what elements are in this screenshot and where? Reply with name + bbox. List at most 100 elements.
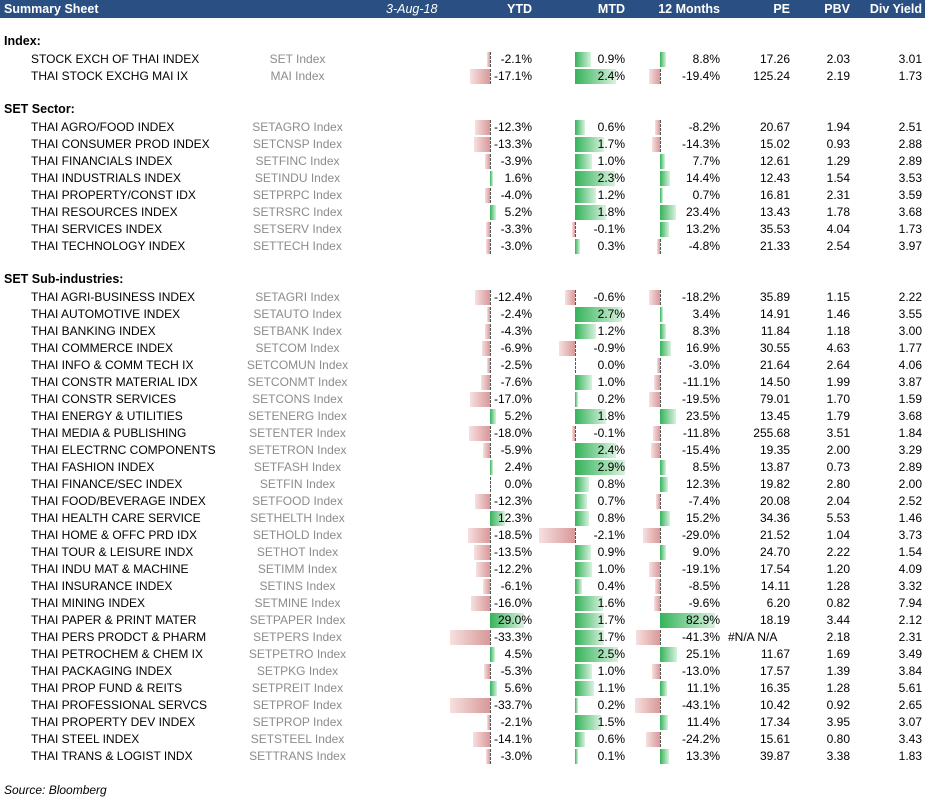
index-name: THAI CONSTR SERVICES	[31, 392, 177, 406]
m12-bar	[660, 409, 676, 424]
table-row: THAI COMMERCE INDEX SETCOM Index -6.9% -0.9…	[0, 340, 925, 357]
pbv-value: 2.19	[826, 69, 850, 83]
ytd-axis-line	[490, 698, 491, 713]
m12-bar	[654, 596, 660, 611]
div-yield-value: 2.51	[898, 120, 922, 134]
index-ticker: SETENERG Index	[248, 409, 347, 423]
table-row: THAI PROPERTY DEV INDEX SETPROP Index -2.1…	[0, 714, 925, 731]
table-row: THAI HOME & OFFC PRD IDX SETHOLD Index -18…	[0, 527, 925, 544]
index-ticker: SETFASH Index	[253, 460, 342, 474]
mtd-value: 0.9%	[597, 52, 625, 66]
mtd-value: 1.2%	[597, 324, 625, 338]
pbv-value: 1.18	[826, 324, 850, 338]
m12-value: 8.8%	[692, 52, 720, 66]
mtd-bar	[575, 171, 615, 186]
m12-value: -15.4%	[681, 443, 720, 457]
mtd-value: 1.7%	[597, 137, 625, 151]
div-yield-value: 4.09	[898, 562, 922, 576]
pbv-value: 1.20	[826, 562, 850, 576]
pbv-value: 5.53	[826, 511, 850, 525]
div-yield-value: 3.29	[898, 443, 922, 457]
m12-value: 15.2%	[685, 511, 720, 525]
mtd-axis-line	[575, 290, 576, 305]
ytd-bar	[480, 375, 490, 390]
ytd-bar	[475, 562, 490, 577]
mtd-axis-line	[575, 426, 576, 441]
ytd-value: -3.3%	[500, 222, 532, 236]
pe-value: 11.67	[760, 647, 790, 661]
pe-value: 21.52	[759, 528, 790, 542]
div-yield-value: 3.84	[898, 664, 922, 678]
ytd-value: -6.1%	[500, 579, 532, 593]
pe-value: 6.20	[766, 596, 790, 610]
m12-bar	[645, 732, 660, 747]
mtd-bar	[575, 239, 581, 254]
ytd-value: -17.0%	[493, 392, 532, 406]
mtd-bar	[564, 290, 575, 305]
mtd-value: 2.9%	[597, 460, 625, 474]
ytd-bar	[490, 409, 497, 424]
index-name: STOCK EXCH OF THAI INDEX	[31, 52, 200, 66]
index-name: THAI PROP FUND & REITS	[31, 681, 183, 695]
table-row: THAI TOUR & LEISURE INDX SETHOT Index -13.…	[0, 544, 925, 561]
ytd-bar	[473, 732, 490, 747]
ytd-value: -2.1%	[500, 715, 532, 729]
ytd-value: -14.1%	[493, 732, 532, 746]
table-row: THAI STOCK EXCHG MAI IX MAI Index -17.1% 2.…	[0, 68, 925, 85]
table-row: THAI PROP FUND & REITS SETPREIT Index 5.6%…	[0, 680, 925, 697]
div-yield-value: 3.59	[898, 188, 922, 202]
pbv-value: 1.70	[826, 392, 850, 406]
m12-value: -19.5%	[681, 392, 720, 406]
mtd-bar	[538, 528, 575, 543]
ytd-bar	[490, 460, 493, 475]
ytd-value: -18.5%	[493, 528, 532, 542]
m12-bar	[660, 460, 666, 475]
m12-value: 23.5%	[685, 409, 720, 423]
pbv-value: 2.00	[826, 443, 850, 457]
m12-bar	[635, 698, 660, 713]
m12-bar	[660, 749, 669, 764]
mtd-bar	[575, 630, 605, 645]
ytd-bar	[483, 664, 490, 679]
ytd-bar	[490, 205, 497, 220]
pe-value: 13.43	[759, 205, 790, 219]
mtd-value: 0.6%	[597, 732, 625, 746]
table-row: THAI TECHNOLOGY INDEX SETTECH Index -3.0% 0…	[0, 238, 925, 255]
ytd-value: -5.3%	[500, 664, 532, 678]
mtd-value: 1.2%	[597, 188, 625, 202]
index-ticker: SETHELTH Index	[250, 511, 345, 525]
ytd-value: 5.2%	[504, 409, 532, 423]
table-row: THAI RESOURCES INDEX SETRSRC Index 5.2% 1.8…	[0, 204, 925, 221]
m12-value: -19.1%	[681, 562, 720, 576]
mtd-value: 1.1%	[597, 681, 625, 695]
m12-value: -9.6%	[688, 596, 720, 610]
ytd-value: -12.2%	[493, 562, 532, 576]
mtd-value: 0.2%	[597, 392, 625, 406]
ytd-bar	[487, 52, 490, 67]
ytd-value: -4.3%	[500, 324, 532, 338]
mtd-value: 2.4%	[597, 443, 625, 457]
div-yield-value: 2.00	[898, 477, 922, 491]
pe-value: 17.57	[759, 664, 790, 678]
pbv-value: 4.63	[826, 341, 850, 355]
div-yield-value: 3.73	[898, 528, 922, 542]
pbv-value: 3.38	[826, 749, 850, 763]
div-yield-value: 1.73	[898, 222, 922, 236]
table-row: THAI PACKAGING INDEX SETPKG Index -5.3% 1.0…	[0, 663, 925, 680]
mtd-value: 0.8%	[597, 511, 625, 525]
m12-value: 82.9%	[685, 613, 720, 627]
ytd-axis-line	[490, 358, 491, 373]
table-row: THAI ENERGY & UTILITIES SETENERG Index 5.2…	[0, 408, 925, 425]
index-name: THAI MINING INDEX	[31, 596, 146, 610]
m12-axis-line	[660, 630, 661, 645]
ytd-value: -12.4%	[493, 290, 532, 304]
table-row: THAI HEALTH CARE SERVICE SETHELTH Index 12…	[0, 510, 925, 527]
mtd-value: 0.2%	[597, 698, 625, 712]
pbv-value: 1.99	[826, 375, 850, 389]
mtd-bar	[575, 307, 622, 322]
mtd-bar	[575, 324, 596, 339]
mtd-value: 1.0%	[597, 562, 625, 576]
column-header-mtd: MTD	[597, 2, 625, 16]
index-ticker: SETPKG Index	[256, 664, 339, 678]
m12-bar	[660, 477, 669, 492]
